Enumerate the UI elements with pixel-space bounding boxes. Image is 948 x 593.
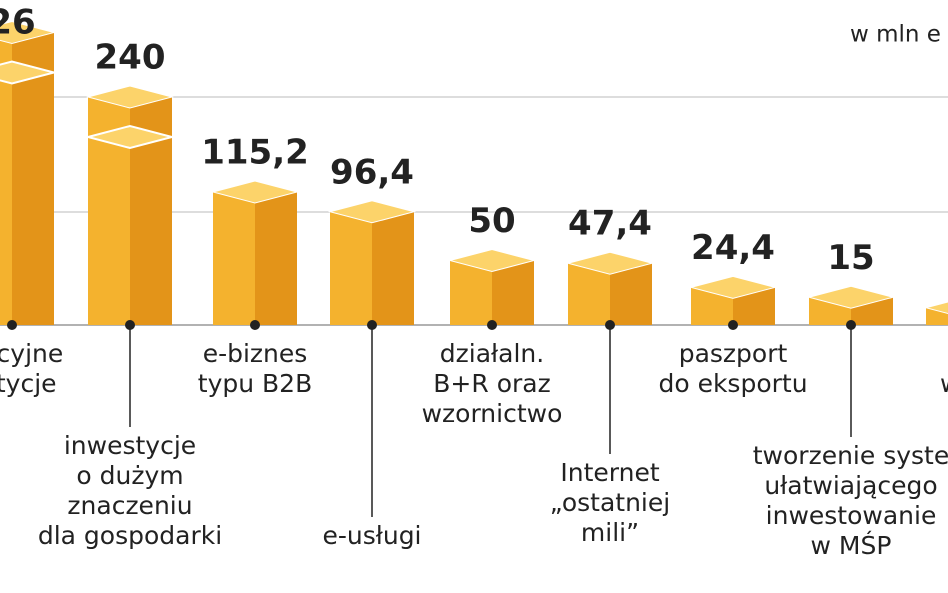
category-label: e-biznes [203, 339, 308, 368]
category-label: wzornictwo [422, 399, 563, 428]
unit-note: w mln e [850, 22, 941, 48]
category-label: „ostatniej [550, 488, 670, 517]
bar-side [610, 263, 652, 325]
bar-side [492, 260, 534, 325]
category-label: włas [940, 369, 948, 398]
anchor-dot [728, 320, 738, 330]
value-label: 96,4 [330, 152, 414, 192]
bar-front [568, 263, 610, 325]
anchor-dot [487, 320, 497, 330]
bar-front [213, 192, 255, 325]
bar-top [924, 301, 948, 315]
value-label: 50 [468, 201, 515, 241]
category-label: o dużym [76, 461, 183, 490]
value-label: 26 [0, 3, 36, 43]
bar-front [809, 297, 851, 325]
category-label: B+R oraz [433, 369, 550, 398]
bar-side [733, 287, 775, 325]
bar-side [851, 297, 893, 325]
value-label: 15 [827, 238, 874, 278]
category-label: paszport [679, 339, 788, 368]
bar-side [130, 97, 172, 325]
category-label: inwestycje [64, 431, 196, 460]
category-label: mili” [581, 518, 639, 547]
bar-front [0, 40, 12, 325]
bar-front [926, 307, 948, 325]
bar-top [448, 248, 536, 273]
category-label: w MŚP [811, 530, 892, 560]
category-label: typu B2B [198, 369, 312, 398]
bar-top [86, 85, 174, 109]
bar-top [566, 251, 654, 275]
category-label: tworzenie syste [753, 441, 948, 470]
bar-break [0, 60, 58, 85]
value-label: 47,4 [568, 204, 652, 244]
category-label: estycje [0, 369, 57, 398]
category-label: Internet [560, 458, 659, 487]
bar-top [211, 180, 299, 204]
bar-top [328, 200, 416, 224]
bar-front [691, 287, 733, 325]
value-label: 240 [95, 38, 166, 78]
bar-top [689, 275, 777, 299]
bar-front [88, 97, 130, 325]
bar-side [372, 211, 414, 325]
value-label: 24,4 [691, 228, 775, 268]
anchor-dot [7, 320, 17, 330]
bar-top [0, 20, 56, 45]
anchor-dot [250, 320, 260, 330]
bar-front [330, 211, 372, 325]
bar-break [84, 124, 176, 150]
category-label: wacyjne [0, 339, 63, 368]
bar-front [450, 260, 492, 325]
bar-side [12, 32, 54, 325]
bar-top [807, 285, 895, 309]
category-label: działaln. [440, 339, 544, 368]
bar-side [255, 192, 297, 325]
category-label: e-usługi [322, 521, 421, 550]
category-label: do eksportu [658, 369, 807, 398]
category-label: dla gospodarki [38, 521, 222, 550]
category-label: znaczeniu [67, 491, 192, 520]
category-label: ułatwiającego [764, 471, 937, 500]
value-label: 115,2 [201, 133, 309, 173]
category-label: inwestowanie [766, 501, 937, 530]
